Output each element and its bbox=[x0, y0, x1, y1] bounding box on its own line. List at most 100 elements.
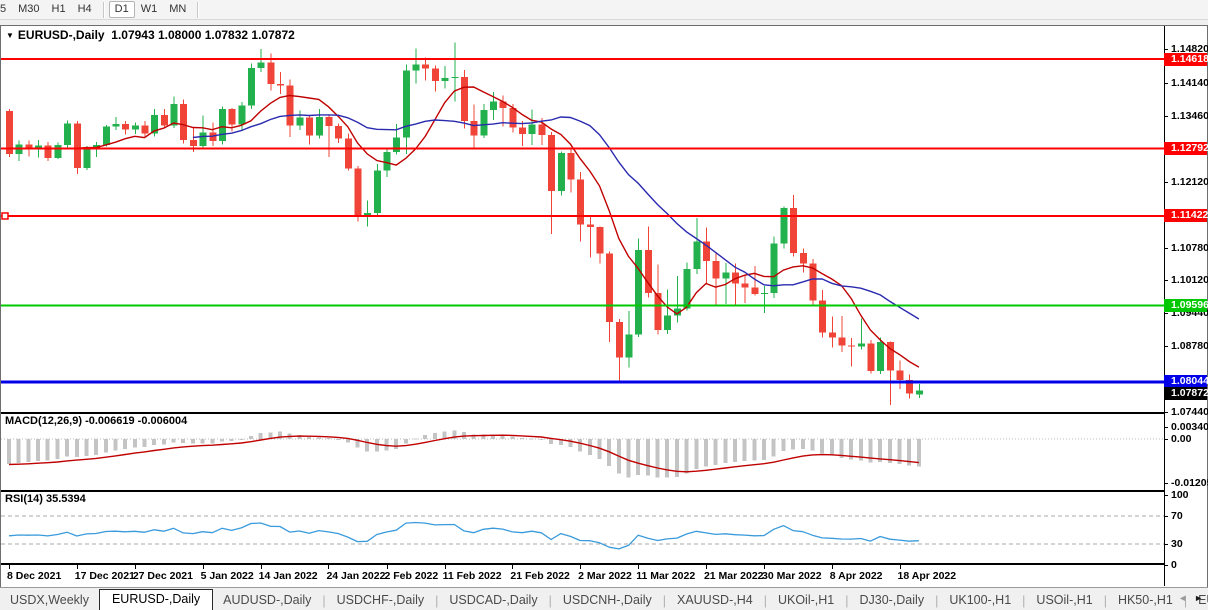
price-badge-1.08044: 1.08044 bbox=[1164, 375, 1208, 389]
toolbar-separator bbox=[197, 1, 199, 18]
date-label-5-jan-2022: 5 Jan 2022 bbox=[200, 570, 254, 582]
tab-eu[interactable]: EU bbox=[1198, 593, 1208, 607]
tab-divider: | bbox=[1022, 594, 1026, 608]
date-label-8-dec-2021: 8 Dec 2021 bbox=[7, 570, 62, 582]
date-tick bbox=[899, 565, 901, 569]
candlestick-chart bbox=[1, 42, 1164, 406]
price-badge-1.14618: 1.14618 bbox=[1164, 52, 1208, 66]
tab-dj30-daily[interactable]: DJ30-,Daily bbox=[859, 593, 925, 607]
date-tick bbox=[764, 565, 766, 569]
price-tick-1.14820: 1.14820 bbox=[1171, 43, 1208, 56]
timeframe-button-m30[interactable]: M30 bbox=[18, 3, 40, 15]
tab-usdx-weekly[interactable]: USDX,Weekly bbox=[10, 593, 89, 607]
tab-usdcnh-daily[interactable]: USDCNH-,Daily bbox=[562, 593, 652, 607]
date-label-11-mar-2022: 11 Mar 2022 bbox=[636, 570, 696, 582]
date-label-21-feb-2022: 21 Feb 2022 bbox=[510, 570, 570, 582]
macd-signal-line bbox=[8, 434, 919, 473]
date-label-21-mar-2022: 21 Mar 2022 bbox=[703, 570, 764, 582]
price-scale[interactable]: 1.14820 1.14140 1.13460 1.12120 1.10780 1.101… bbox=[1164, 26, 1208, 586]
tab-scroll-right-icon[interactable]: ► bbox=[1194, 593, 1203, 603]
date-tick bbox=[580, 565, 582, 569]
rsi-chart bbox=[1, 515, 1164, 550]
date-tick bbox=[260, 565, 262, 569]
macd-tick--0.012058: -0.012058 bbox=[1171, 477, 1208, 490]
date-tick bbox=[9, 565, 10, 569]
price-tick-1.12120: 1.12120 bbox=[1171, 175, 1208, 188]
date-tick bbox=[202, 565, 204, 569]
date-tick bbox=[638, 565, 640, 569]
tab-divider: | bbox=[763, 594, 767, 608]
date-tick bbox=[705, 565, 707, 569]
date-label-17-dec-2021: 17 Dec 2021 bbox=[74, 570, 135, 582]
pane-separator[interactable] bbox=[1, 563, 1164, 565]
price-badge-1.09596: 1.09596 bbox=[1164, 299, 1208, 313]
tab-audusd-daily[interactable]: AUDUSD-,Daily bbox=[223, 593, 312, 607]
tab-ukoil-h1[interactable]: UKOil-,H1 bbox=[777, 593, 835, 607]
chart-symbol-label: EURUSD-,Daily bbox=[17, 28, 105, 42]
timeframe-button-mn[interactable]: MN bbox=[169, 3, 187, 15]
line-anchor-marker[interactable] bbox=[1, 212, 9, 220]
tab-scroll-controls: ◄ ► bbox=[1167, 588, 1208, 606]
tab-divider: | bbox=[1183, 594, 1188, 608]
macd-tick-0.00: 0.00 bbox=[1171, 433, 1192, 446]
chart-window: ▼ EURUSD-,Daily 1.07943 1.08000 1.07832 1… bbox=[0, 25, 1208, 588]
pane-separator[interactable] bbox=[1, 412, 1164, 414]
price-chart-pane[interactable]: ▼ EURUSD-,Daily 1.07943 1.08000 1.07832 1… bbox=[1, 26, 1164, 412]
date-label-8-apr-2022: 8 Apr 2022 bbox=[829, 570, 883, 582]
date-label-18-apr-2022: 18 Apr 2022 bbox=[897, 570, 957, 582]
tab-scroll-left-icon[interactable]: ◄ bbox=[1178, 593, 1188, 603]
tab-uk100-h1[interactable]: UK100-,H1 bbox=[949, 593, 1012, 607]
price-tick-1.07440: 1.07440 bbox=[1171, 405, 1208, 418]
time-axis[interactable]: 8 Dec 2021 17 Dec 2021 27 Dec 2021 5 Jan 20… bbox=[1, 565, 1164, 586]
timeframe-button-h1[interactable]: H1 bbox=[51, 3, 66, 15]
date-tick bbox=[328, 565, 330, 569]
ma-slow-line bbox=[192, 114, 920, 320]
price-badge-1.07872: 1.07872 bbox=[1164, 387, 1208, 401]
date-tick bbox=[831, 565, 833, 569]
scale-tick-mark bbox=[1164, 313, 1168, 315]
price-tick-1.14140: 1.14140 bbox=[1171, 76, 1208, 89]
rsi-indicator-pane[interactable]: RSI(14) 35.5394 bbox=[1, 492, 1164, 563]
scale-tick-mark bbox=[1164, 439, 1168, 441]
pane-separator[interactable] bbox=[1, 490, 1164, 492]
timeframe-button-w1[interactable]: W1 bbox=[140, 3, 158, 15]
date-tick bbox=[512, 565, 514, 569]
date-label-11-feb-2022: 11 Feb 2022 bbox=[442, 570, 502, 582]
tab-usdchf-daily[interactable]: USDCHF-,Daily bbox=[336, 593, 425, 607]
price-tick-1.10780: 1.10780 bbox=[1171, 241, 1208, 254]
chart-dropdown-icon[interactable]: ▼ bbox=[6, 31, 14, 40]
timeframe-button-5[interactable]: 5 bbox=[0, 3, 7, 15]
rsi-tick-100: 100 bbox=[1171, 489, 1189, 501]
rsi-line bbox=[8, 521, 919, 550]
ma-fast-line bbox=[76, 86, 920, 368]
price-tick-1.08780: 1.08780 bbox=[1171, 339, 1208, 352]
tab-divider: | bbox=[662, 594, 666, 608]
tab-usoil-h1[interactable]: USOil-,H1 bbox=[1036, 593, 1093, 607]
scale-tick-mark bbox=[1164, 483, 1168, 485]
scale-tick-mark bbox=[1164, 49, 1168, 51]
chart-title: ▼ EURUSD-,Daily 1.07943 1.08000 1.07832 1… bbox=[6, 28, 295, 42]
tab-xauusd-h4[interactable]: XAUUSD-,H4 bbox=[676, 593, 753, 607]
timeframe-button-h4[interactable]: H4 bbox=[77, 3, 92, 15]
price-tick-1.13460: 1.13460 bbox=[1171, 109, 1208, 122]
date-label-2-feb-2022: 2 Feb 2022 bbox=[384, 570, 439, 582]
scale-tick-mark bbox=[1164, 115, 1168, 117]
scale-tick-mark bbox=[1164, 411, 1168, 413]
tab-divider: | bbox=[322, 594, 326, 608]
tab-eurusd-daily[interactable]: EURUSD-,Daily bbox=[98, 589, 214, 610]
tab-divider: | bbox=[1103, 594, 1107, 608]
scale-tick-mark bbox=[1164, 279, 1168, 281]
date-label-30-mar-2022: 30 Mar 2022 bbox=[762, 570, 822, 582]
timeframe-button-d1[interactable]: D1 bbox=[108, 1, 135, 18]
price-tick-1.10120: 1.10120 bbox=[1171, 273, 1208, 286]
date-label-24-jan-2022: 24 Jan 2022 bbox=[326, 570, 386, 582]
tab-usdcad-daily[interactable]: USDCAD-,Daily bbox=[449, 593, 538, 607]
date-label-2-mar-2022: 2 Mar 2022 bbox=[578, 570, 632, 582]
candles-group bbox=[6, 42, 923, 406]
macd-histogram bbox=[7, 430, 921, 478]
scale-tick-mark bbox=[1164, 495, 1168, 496]
tab-hk50-h1[interactable]: HK50-,H1 bbox=[1117, 593, 1173, 607]
macd-indicator-pane[interactable]: MACD(12,26,9) -0.006619 -0.006004 bbox=[1, 414, 1164, 490]
date-tick bbox=[386, 565, 388, 569]
